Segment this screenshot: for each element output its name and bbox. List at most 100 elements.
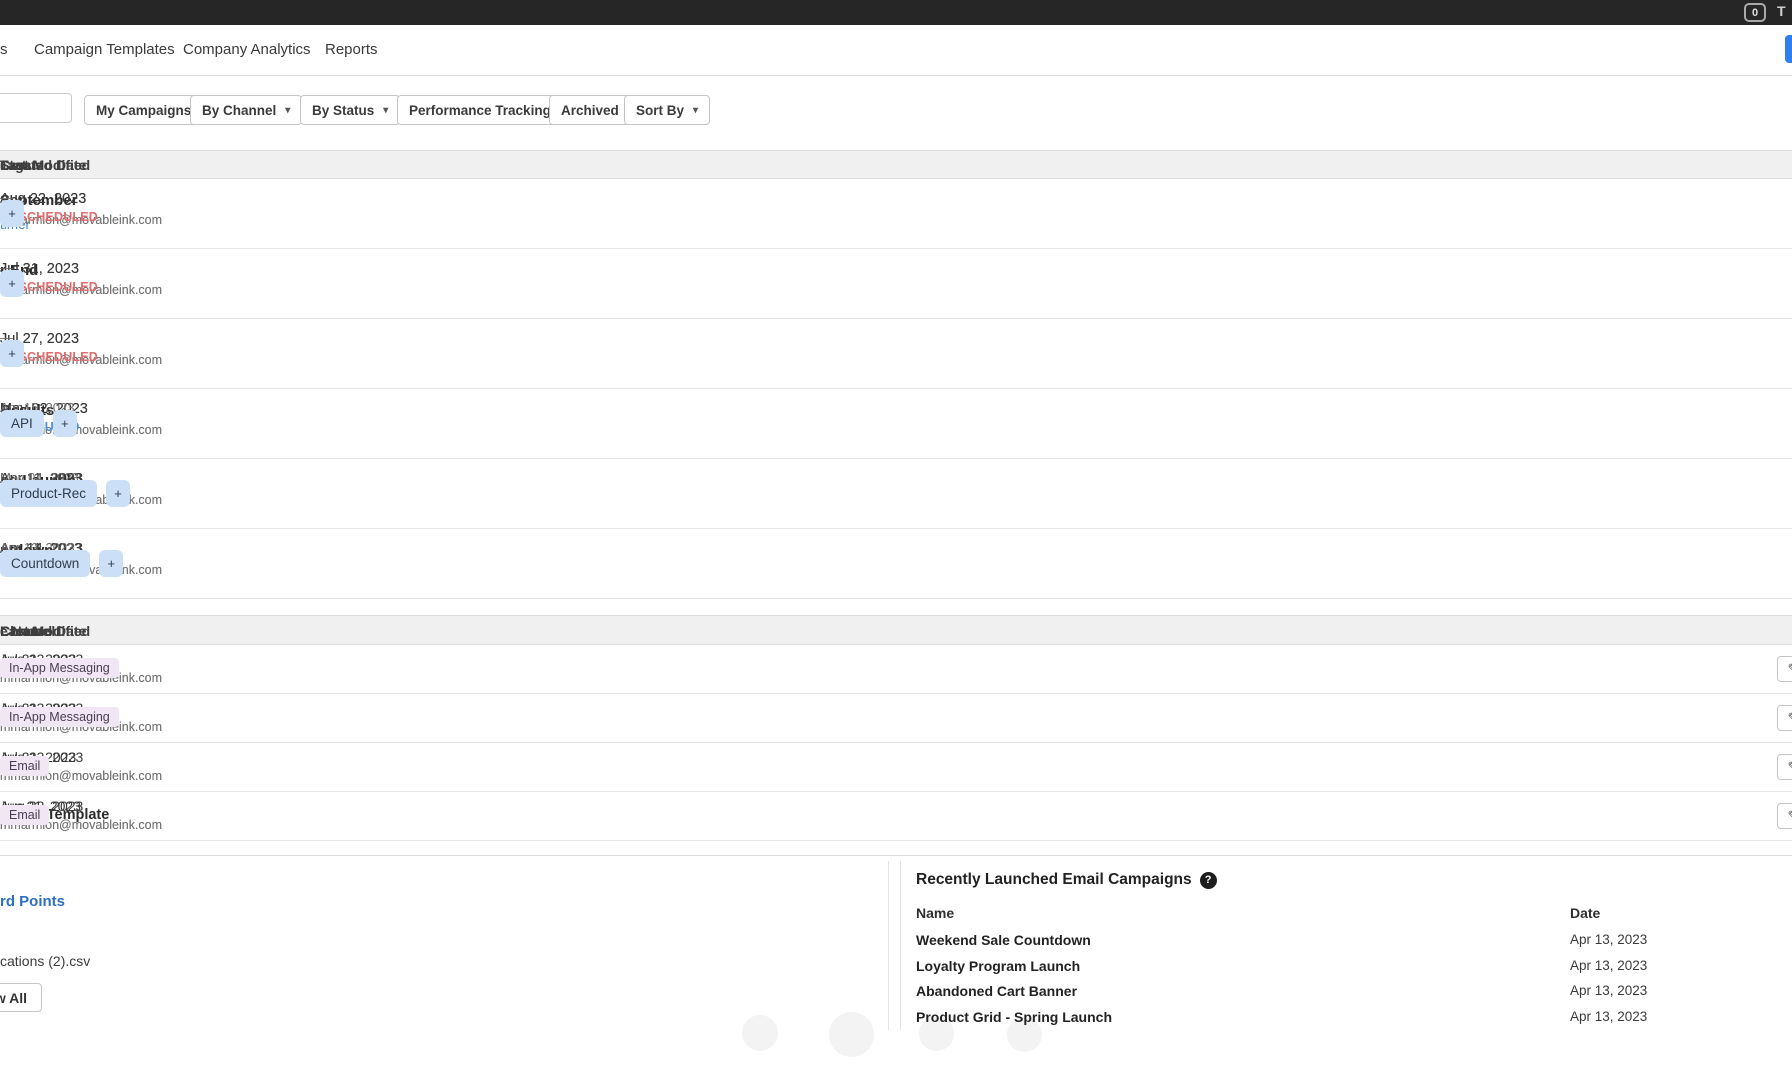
nav-item-company-analytics[interactable]: Company Analytics [183,41,311,58]
edit-button[interactable]: ✎ [1777,705,1792,731]
pencil-icon: ✎ [1788,808,1792,824]
add-tag-button[interactable]: + [99,550,124,577]
column-header-date: Date [1570,905,1601,921]
column-header-template-name: e Name [0,623,50,639]
pencil-icon: ✎ [1788,661,1792,677]
tag-badge[interactable]: Countdown [0,550,91,577]
filter-performance-tracking-button[interactable]: Performance Tracking [397,95,563,125]
column-header-created-date: Created Date [0,623,87,639]
nav-item-campaign-templates[interactable]: Campaign Templates [34,41,175,58]
nav-item-reports[interactable]: Reports [325,41,378,58]
filter-by-status-button[interactable]: By Status ▾ [300,95,401,125]
decorative-circle [829,1012,874,1057]
campaigns-table-header: Last Modified Created Date Status Tags [0,150,1792,179]
filter-label: Performance Tracking [409,102,551,118]
template-row[interactable]: Jul 31, 2023 mmarmion@movableink.com Aug… [0,743,1792,792]
status-badge: UNSCHEDULED [0,210,99,224]
csv-file-name: cations (2).csv [0,953,91,969]
section-divider [0,855,1792,856]
tags-cell: API + [0,410,77,437]
recent-campaign-date: Apr 13, 2023 [1570,983,1648,998]
primary-action-button-cut[interactable] [1785,35,1792,63]
recent-campaign-name[interactable]: Weekend Sale Countdown [916,932,1091,948]
add-tag-button[interactable]: + [106,480,131,507]
status-badge: UNSCHEDULED [0,280,99,294]
decorative-circle [742,1015,778,1051]
filter-archived-button[interactable]: Archived [549,95,631,125]
edit-button[interactable]: ✎ [1777,803,1792,829]
column-header-last-modified: Last Modified [0,157,91,173]
created-by: mmarmion@movableink.com [0,353,163,367]
column-header-status: Status [0,157,43,173]
panel-divider [888,861,889,1030]
tag-badge[interactable]: Product-Rec [0,480,98,507]
tags-cell: + [0,270,24,297]
campaign-row[interactable]: ng Launch Apr 14, 2023 mmarmion@movablei… [0,459,1792,529]
template-row[interactable]: plate Jul 31, 2023 mmarmion@movableink.c… [0,645,1792,694]
extension-icon[interactable]: T [1777,3,1786,19]
tags-cell: Product-Rec + [0,480,131,507]
add-tag-button[interactable]: + [0,270,24,297]
last-modified-by: mmarmion@movableink.com [0,353,163,367]
column-header-last-modified: Last Modified [0,623,91,639]
pencil-icon: ✎ [1788,710,1792,726]
recent-campaign-name[interactable]: Loyalty Program Launch [916,958,1081,974]
decorative-circle [919,1016,954,1051]
template-row[interactable]: aunch Template Jun 21, 2023 mmarmion@mov… [0,792,1792,841]
edit-button[interactable]: ✎ [1777,656,1792,682]
search-input[interactable] [0,93,72,123]
panel-divider [900,861,901,1030]
decorative-circle [1007,1017,1042,1052]
filter-label: By Channel [202,102,277,118]
campaign-row[interactable]: ntdown Apr 14, 2023 mmarmion@movableink.… [0,529,1792,599]
edit-button[interactable]: ✎ [1777,754,1792,780]
chevron-down-icon: ▾ [383,104,389,116]
add-tag-button[interactable]: + [52,410,77,437]
browser-topbar: 0 T [0,0,1792,25]
campaign-row[interactable]: Results May 02, 2023 mmarmion@movableink… [0,389,1792,459]
filter-by-channel-button[interactable]: By Channel ▾ [190,95,303,125]
main-navbar: s Campaign Templates Company Analytics R… [0,25,1792,76]
help-icon[interactable]: ? [1199,871,1217,889]
recent-campaign-name[interactable]: Abandoned Cart Banner [916,983,1078,999]
column-header-name: Name [916,905,955,921]
channel-badge: Email [0,805,50,825]
campaign-row[interactable]: September timer Aug 22, 2023 mmarmion@mo… [0,179,1792,249]
column-header-created-date: Created Date [0,157,87,173]
created-by: mmarmion@movableink.com [0,213,163,227]
add-tag-button[interactable]: + [0,200,24,227]
filter-label: By Status [312,102,375,118]
campaign-row[interactable]: r End Jul 31, 2023 mmarmion@movableink.c… [0,249,1792,319]
filter-label: My Campaigns [96,102,192,118]
recent-campaign-date: Apr 13, 2023 [1570,1009,1648,1024]
recent-campaigns-title-text: Recently Launched Email Campaigns [916,871,1192,888]
chevron-down-icon: ▾ [285,104,291,116]
channel-badge: In-App Messaging [0,707,119,727]
template-row[interactable]: emplate Jul 31, 2023 mmarmion@movableink… [0,694,1792,743]
filter-sort-by-button[interactable]: Sort By ▾ [624,95,711,125]
nav-item-cut[interactable]: s [0,41,8,58]
bottom-left-link[interactable]: rd Points [0,893,66,910]
chevron-down-icon: ▾ [693,104,699,116]
pencil-icon: ✎ [1788,759,1792,775]
templates-table-header: e Name Last Modified Created Date Channe… [0,615,1792,645]
column-header-channel: Channel [0,623,56,639]
filter-my-campaigns-button[interactable]: My Campaigns [84,95,204,125]
channel-badge: Email [0,756,50,776]
last-modified-by: mmarmion@movableink.com [0,283,163,297]
filter-label: Archived [561,102,619,118]
recent-campaign-date: Apr 13, 2023 [1570,958,1648,973]
add-tag-button[interactable]: + [0,340,24,367]
tags-cell: + [0,200,24,227]
recent-campaign-name[interactable]: Product Grid - Spring Launch [916,1009,1112,1025]
last-modified-by: mmarmion@movableink.com [0,213,163,227]
recent-campaign-date: Apr 13, 2023 [1570,932,1648,947]
extension-icon[interactable]: 0 [1744,3,1766,22]
campaign-row[interactable]: Jul 27, 2023 mmarmion@movableink.com Jul… [0,319,1792,389]
created-by: mmarmion@movableink.com [0,283,163,297]
column-header-tags: Tags [0,157,32,173]
channel-badge: In-App Messaging [0,658,119,678]
view-all-button[interactable]: ew All [0,983,42,1012]
tag-badge[interactable]: API [0,410,44,437]
